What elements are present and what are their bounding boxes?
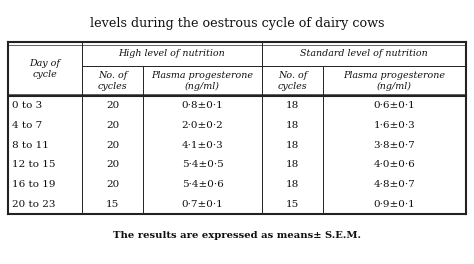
Text: 15: 15 bbox=[286, 200, 299, 209]
Text: 2·0±0·2: 2·0±0·2 bbox=[182, 121, 223, 130]
Text: 12 to 15: 12 to 15 bbox=[12, 160, 55, 169]
Text: 20: 20 bbox=[106, 160, 119, 169]
Text: 4·8±0·7: 4·8±0·7 bbox=[374, 180, 415, 189]
Text: 1·6±0·3: 1·6±0·3 bbox=[374, 121, 415, 130]
Text: 16 to 19: 16 to 19 bbox=[12, 180, 55, 189]
Text: No. of
cycles: No. of cycles bbox=[98, 70, 128, 91]
Text: 4·1±0·3: 4·1±0·3 bbox=[182, 141, 223, 150]
Text: levels during the oestrous cycle of dairy cows: levels during the oestrous cycle of dair… bbox=[90, 17, 384, 31]
Text: 20: 20 bbox=[106, 141, 119, 150]
Text: 3·8±0·7: 3·8±0·7 bbox=[374, 141, 415, 150]
Text: 0 to 3: 0 to 3 bbox=[12, 101, 42, 110]
Text: 18: 18 bbox=[286, 141, 299, 150]
Text: The results are expressed as means± S.E.M.: The results are expressed as means± S.E.… bbox=[113, 232, 361, 241]
Text: 4·0±0·6: 4·0±0·6 bbox=[374, 160, 415, 169]
Text: 15: 15 bbox=[106, 200, 119, 209]
Text: 0·7±0·1: 0·7±0·1 bbox=[182, 200, 223, 209]
Text: 8 to 11: 8 to 11 bbox=[12, 141, 49, 150]
Text: 20: 20 bbox=[106, 121, 119, 130]
Text: Standard level of nutrition: Standard level of nutrition bbox=[300, 50, 428, 59]
Text: 0·9±0·1: 0·9±0·1 bbox=[374, 200, 415, 209]
Text: 20 to 23: 20 to 23 bbox=[12, 200, 55, 209]
Text: 18: 18 bbox=[286, 101, 299, 110]
Text: 0·6±0·1: 0·6±0·1 bbox=[374, 101, 415, 110]
Text: 18: 18 bbox=[286, 180, 299, 189]
Text: 20: 20 bbox=[106, 180, 119, 189]
Text: Plasma progesterone
(ng/ml): Plasma progesterone (ng/ml) bbox=[344, 70, 446, 92]
Text: No. of
cycles: No. of cycles bbox=[278, 70, 307, 91]
Text: 0·8±0·1: 0·8±0·1 bbox=[182, 101, 223, 110]
Text: Day of
cycle: Day of cycle bbox=[29, 59, 61, 79]
Text: 18: 18 bbox=[286, 160, 299, 169]
Text: 4 to 7: 4 to 7 bbox=[12, 121, 42, 130]
Text: Plasma progesterone
(ng/ml): Plasma progesterone (ng/ml) bbox=[152, 70, 254, 92]
Text: 5·4±0·5: 5·4±0·5 bbox=[182, 160, 223, 169]
Text: 20: 20 bbox=[106, 101, 119, 110]
Text: 5·4±0·6: 5·4±0·6 bbox=[182, 180, 223, 189]
Text: High level of nutrition: High level of nutrition bbox=[118, 50, 225, 59]
Text: 18: 18 bbox=[286, 121, 299, 130]
